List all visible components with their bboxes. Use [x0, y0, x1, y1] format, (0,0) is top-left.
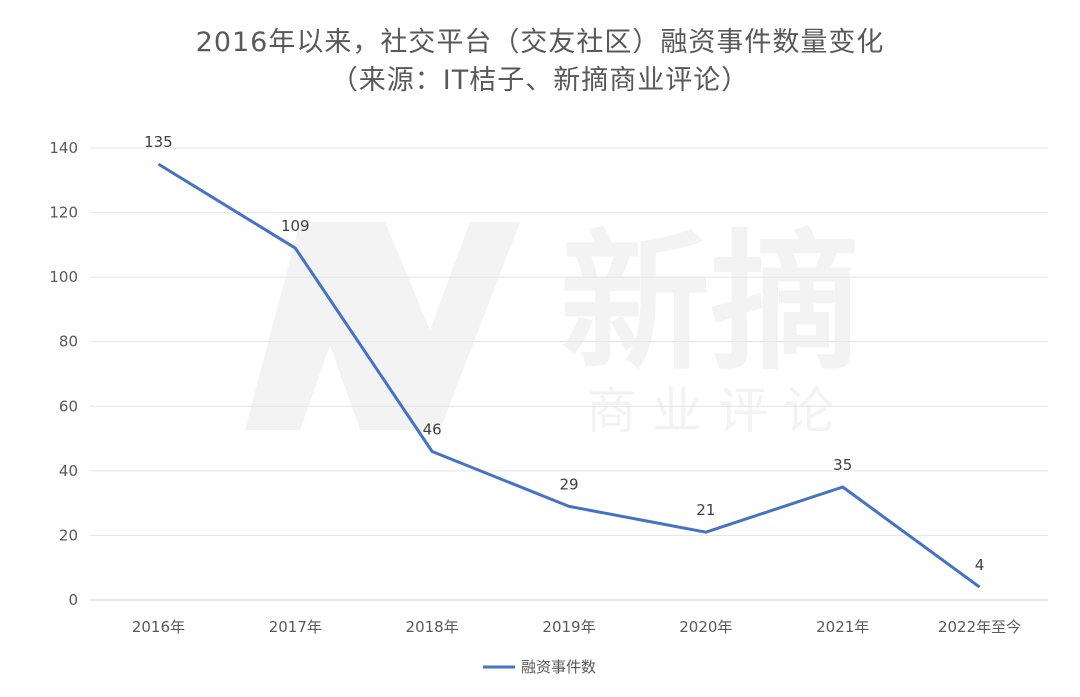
chart-subtitle: （来源：IT桔子、新摘商业评论）: [330, 65, 750, 96]
data-label: 135: [144, 133, 173, 151]
data-label: 4: [975, 556, 985, 574]
y-tick-label: 20: [59, 526, 78, 544]
series-line: [157, 162, 981, 589]
x-tick-label: 2016年: [132, 618, 185, 636]
data-label: 29: [559, 475, 578, 493]
gridlines: [90, 147, 1048, 601]
y-tick-label: 80: [59, 333, 78, 351]
data-label: 46: [423, 420, 442, 438]
y-tick-label: 100: [49, 268, 78, 286]
legend: 融资事件数: [483, 658, 596, 676]
x-tick-label: 2018年: [406, 618, 459, 636]
watermark-sub-text: 商 业 评 论: [586, 382, 834, 440]
y-tick-label: 40: [59, 462, 78, 480]
x-tick-label: 2021年: [816, 618, 869, 636]
x-axis: 2016年 2017年 2018年 2019年 2020年 2021年 2022年至今: [132, 618, 1021, 636]
x-tick-label: 2020年: [679, 618, 732, 636]
series-layer: [157, 162, 981, 589]
watermark-main-text: 新摘: [560, 217, 860, 391]
chart-title: 2016年以来，社交平台（交友社区）融资事件数量变化: [195, 27, 885, 58]
x-tick-label: 2022年至今: [938, 618, 1021, 636]
x-tick-label: 2019年: [542, 618, 595, 636]
y-tick-label: 120: [49, 204, 78, 222]
data-labels: 135 109 46 29 21 35 4: [144, 133, 984, 574]
x-tick-label: 2017年: [269, 618, 322, 636]
data-label: 21: [696, 501, 715, 519]
data-label: 109: [281, 217, 310, 235]
y-axis: 0 20 40 60 80 100 120 140: [49, 139, 78, 609]
legend-label: 融资事件数: [521, 658, 596, 676]
data-label: 35: [833, 456, 852, 474]
y-tick-label: 60: [59, 397, 78, 415]
y-tick-label: 0: [68, 591, 78, 609]
y-tick-label: 140: [49, 139, 78, 157]
